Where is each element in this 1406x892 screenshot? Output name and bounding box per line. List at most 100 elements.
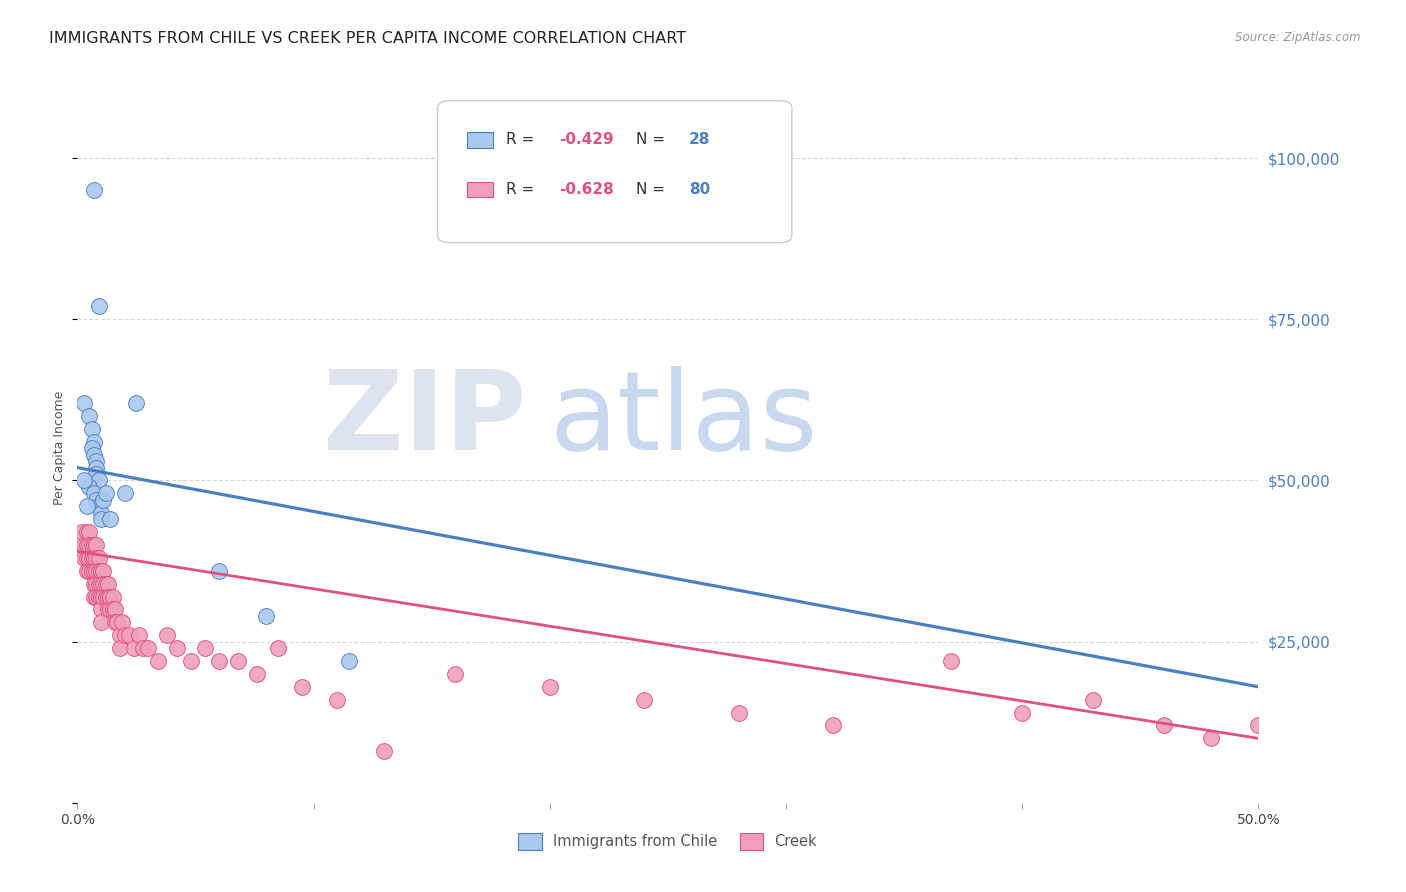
Point xyxy=(80,538,103,552)
Point xyxy=(90,512,112,526)
Point xyxy=(83,486,105,500)
Point xyxy=(91,564,114,578)
Point xyxy=(91,492,114,507)
Text: 80: 80 xyxy=(689,182,710,197)
Point xyxy=(84,564,107,578)
Point xyxy=(84,576,107,591)
Point xyxy=(87,564,110,578)
Point xyxy=(1011,706,1033,720)
Point xyxy=(107,615,129,630)
Point xyxy=(87,576,110,591)
Point xyxy=(84,454,107,468)
Point xyxy=(80,422,103,436)
Point xyxy=(94,590,117,604)
Point xyxy=(156,628,179,642)
Point xyxy=(94,576,117,591)
Point xyxy=(77,538,100,552)
Text: 28: 28 xyxy=(689,132,710,147)
Point xyxy=(100,590,122,604)
Point xyxy=(104,615,127,630)
Point xyxy=(100,512,122,526)
Point xyxy=(73,550,96,565)
Point xyxy=(1199,731,1222,746)
Point xyxy=(291,680,314,694)
Point xyxy=(73,474,96,488)
Point xyxy=(83,538,105,552)
Point xyxy=(267,641,290,656)
Text: N =: N = xyxy=(636,132,669,147)
Point xyxy=(136,641,159,656)
FancyBboxPatch shape xyxy=(467,182,494,197)
Point xyxy=(84,467,107,481)
Point xyxy=(101,602,124,616)
Point xyxy=(97,590,120,604)
Point xyxy=(97,576,120,591)
Point xyxy=(84,590,107,604)
Point xyxy=(1081,692,1104,706)
Point xyxy=(87,474,110,488)
Point xyxy=(146,654,169,668)
Text: atlas: atlas xyxy=(550,367,818,474)
Point xyxy=(83,550,105,565)
Point xyxy=(254,608,277,623)
Point xyxy=(132,641,155,656)
Point xyxy=(87,590,110,604)
Point xyxy=(727,706,749,720)
Point xyxy=(80,441,103,455)
Point xyxy=(208,564,231,578)
Text: R =: R = xyxy=(506,182,538,197)
Point xyxy=(77,409,100,423)
Point xyxy=(91,590,114,604)
Point xyxy=(90,506,112,520)
Point xyxy=(83,183,105,197)
Point xyxy=(194,641,217,656)
Point xyxy=(166,641,188,656)
Point xyxy=(76,564,98,578)
Text: -0.429: -0.429 xyxy=(560,132,614,147)
Point xyxy=(128,628,150,642)
Y-axis label: Per Capita Income: Per Capita Income xyxy=(52,391,66,506)
Text: -0.628: -0.628 xyxy=(560,182,614,197)
Point xyxy=(208,654,231,668)
Text: IMMIGRANTS FROM CHILE VS CREEK PER CAPITA INCOME CORRELATION CHART: IMMIGRANTS FROM CHILE VS CREEK PER CAPIT… xyxy=(49,31,686,46)
Point xyxy=(84,538,107,552)
Point xyxy=(77,550,100,565)
Text: R =: R = xyxy=(506,132,538,147)
Point xyxy=(111,615,134,630)
Point xyxy=(84,550,107,565)
Point xyxy=(77,480,100,494)
Point xyxy=(104,602,127,616)
Point xyxy=(83,564,105,578)
Point xyxy=(70,524,93,539)
Point xyxy=(87,500,110,514)
Point xyxy=(83,576,105,591)
Point xyxy=(108,628,131,642)
Point xyxy=(337,654,360,668)
Point xyxy=(101,590,124,604)
Point xyxy=(84,460,107,475)
Point xyxy=(76,524,98,539)
Point xyxy=(90,590,112,604)
Point xyxy=(373,744,395,758)
Point xyxy=(87,550,110,565)
Point xyxy=(538,680,561,694)
Text: N =: N = xyxy=(636,182,669,197)
Point xyxy=(76,500,98,514)
Point xyxy=(87,299,110,313)
Point xyxy=(114,486,136,500)
Point xyxy=(326,692,349,706)
Point xyxy=(246,666,269,681)
Point xyxy=(444,666,467,681)
Point xyxy=(90,602,112,616)
Legend: Immigrants from Chile, Creek: Immigrants from Chile, Creek xyxy=(513,827,823,855)
Point xyxy=(83,448,105,462)
Point xyxy=(125,396,148,410)
Point xyxy=(80,564,103,578)
Point xyxy=(83,434,105,449)
FancyBboxPatch shape xyxy=(467,132,494,147)
Point xyxy=(83,590,105,604)
Text: ZIP: ZIP xyxy=(323,367,526,474)
Point xyxy=(100,602,122,616)
Point xyxy=(73,396,96,410)
Point xyxy=(90,615,112,630)
